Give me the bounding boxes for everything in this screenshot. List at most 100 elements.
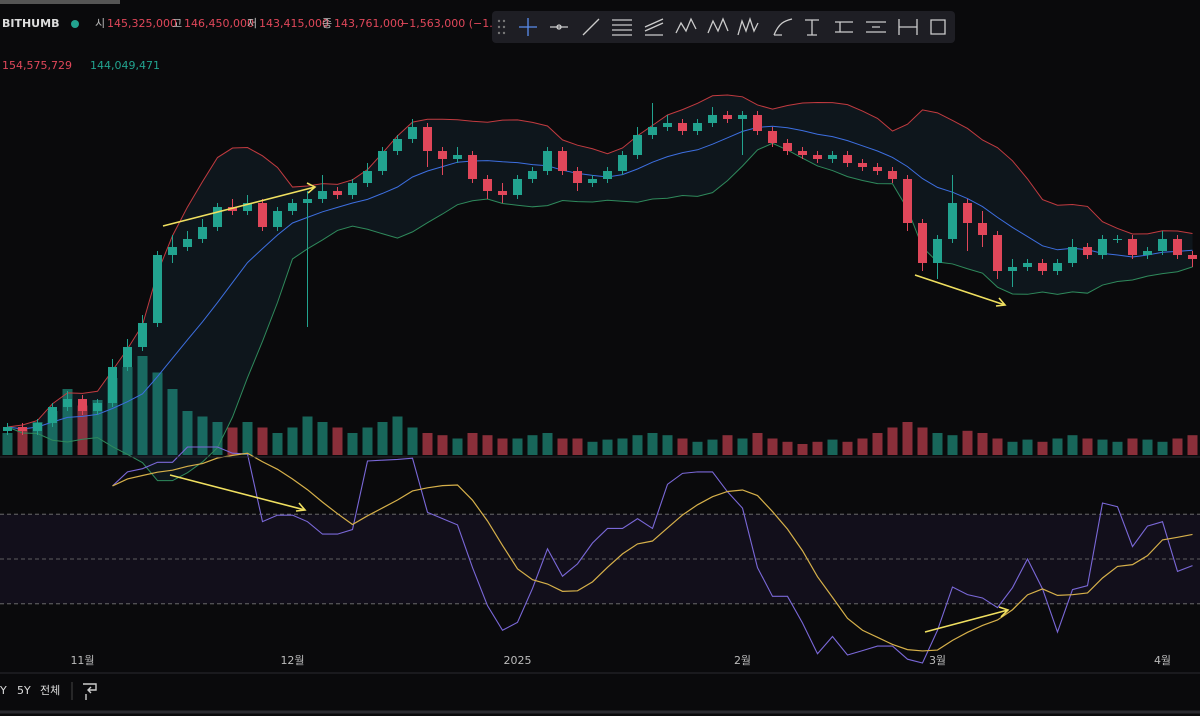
- candle-body: [1143, 251, 1152, 255]
- candle-body: [468, 155, 477, 179]
- volume-bar: [452, 438, 463, 455]
- volume-bar: [182, 411, 193, 455]
- candle-body: [423, 127, 432, 151]
- candle-body: [933, 239, 942, 263]
- x-tick-label: 4월: [1154, 654, 1171, 667]
- candle-body: [1158, 239, 1167, 251]
- hline-tool[interactable]: [550, 24, 568, 30]
- volume-bar: [347, 433, 358, 455]
- volume-bar: [212, 422, 223, 455]
- candle-body: [1113, 239, 1122, 240]
- volume-bar: [767, 438, 778, 455]
- volume-bar: [377, 422, 388, 455]
- candle-body: [693, 123, 702, 131]
- volume-bar: [1172, 438, 1183, 455]
- volume-bar: [602, 439, 613, 455]
- candle-body: [1008, 267, 1017, 271]
- candle-body: [723, 115, 732, 119]
- range-button[interactable]: 5Y: [17, 684, 31, 697]
- volume-bar: [692, 441, 703, 455]
- candle-body: [63, 399, 72, 407]
- close-label: 종: [322, 17, 332, 30]
- volume-bar: [197, 416, 208, 455]
- candle-body: [1188, 255, 1197, 259]
- volume-bar: [572, 438, 583, 455]
- plot: 11월 12월 2025 2월 3월 4월: [0, 94, 1200, 667]
- volume-bar: [902, 422, 913, 455]
- high-value: 146,450,000: [184, 17, 254, 30]
- bb-middle: [7, 125, 1193, 430]
- candle-body: [18, 427, 27, 431]
- compare-icon[interactable]: [83, 683, 97, 700]
- crosshair-tool[interactable]: [519, 18, 537, 36]
- volume-bar: [1097, 439, 1108, 455]
- volume-bar: [227, 427, 238, 455]
- volume-bar: [257, 427, 268, 455]
- open-value: 145,325,000: [107, 17, 177, 30]
- candle-body: [483, 179, 492, 191]
- volume-bar: [812, 441, 823, 455]
- volume-bar: [437, 435, 448, 455]
- candle-body: [513, 179, 522, 195]
- rect-tool[interactable]: [930, 19, 946, 35]
- text-tool[interactable]: [805, 19, 819, 36]
- volume-bar: [872, 433, 883, 455]
- volume-bar: [752, 433, 763, 455]
- volume-bar: [2, 433, 13, 455]
- candle-body: [393, 139, 402, 151]
- volume-bar: [1082, 438, 1093, 455]
- candle-body: [993, 235, 1002, 271]
- range-tool[interactable]: [866, 21, 886, 33]
- volume-bar: [1052, 438, 1063, 455]
- volume-bar: [827, 439, 838, 455]
- brush-tool[interactable]: [773, 18, 793, 36]
- candle-body: [213, 207, 222, 227]
- trendline-tool[interactable]: [582, 18, 600, 36]
- candle-body: [843, 155, 852, 163]
- candle-body: [3, 427, 12, 431]
- bb-lower: [7, 142, 1193, 482]
- volume-bar: [842, 441, 853, 455]
- bb-upper-value: 154,575,729: [2, 59, 72, 72]
- candle-body: [558, 151, 567, 171]
- volume-bar: [77, 405, 88, 455]
- candle-body: [123, 347, 132, 367]
- candle-body: [528, 171, 537, 179]
- high-label: 고: [172, 17, 182, 30]
- toolbar-bg: [492, 11, 955, 43]
- range-button[interactable]: Y: [0, 684, 7, 697]
- annotations: [162, 182, 1010, 633]
- volume-bar: [1157, 441, 1168, 455]
- volume-bar: [797, 444, 808, 455]
- measure-tool[interactable]: [835, 21, 853, 33]
- candle-body: [1053, 263, 1062, 271]
- wave-tool[interactable]: [707, 17, 729, 34]
- rsi-signal: [112, 452, 1193, 652]
- elliott-tool[interactable]: [737, 16, 759, 36]
- candle-body: [273, 211, 282, 227]
- candle-body: [198, 227, 207, 239]
- candle-body: [228, 207, 237, 211]
- volume-bar: [1187, 435, 1198, 455]
- pattern-tool[interactable]: [675, 17, 697, 34]
- candle-body: [318, 191, 327, 199]
- bb-lower-value: 144,049,471: [90, 59, 160, 72]
- candle-body: [783, 143, 792, 151]
- range-button[interactable]: 전체: [40, 684, 60, 697]
- fib-tool[interactable]: [612, 19, 632, 36]
- candle-body: [1173, 239, 1182, 255]
- volume-bar: [242, 422, 253, 455]
- volume-bar: [272, 433, 283, 455]
- candle-body: [408, 127, 417, 139]
- candle-body: [828, 155, 837, 159]
- candle-body: [663, 123, 672, 127]
- candle-body: [138, 323, 147, 347]
- date-range-tool[interactable]: [898, 19, 918, 35]
- drawing-toolbar: [492, 11, 955, 43]
- arrow: [169, 474, 307, 512]
- arrow: [914, 274, 1007, 307]
- fan-tool[interactable]: [644, 18, 664, 36]
- volume-bar: [302, 416, 313, 455]
- x-tick-label: 11월: [70, 654, 94, 667]
